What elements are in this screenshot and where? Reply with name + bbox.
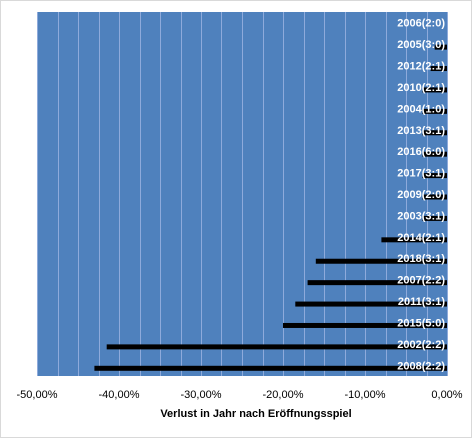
bar-label: 2013(3:1) — [397, 125, 445, 137]
bar-label: 2007(2:2) — [397, 275, 445, 287]
bar-label: 2008(2:2) — [397, 360, 445, 372]
x-tick-label: -20,00% — [263, 389, 304, 401]
bar-label: 2003(3:1) — [397, 210, 445, 222]
bar-label: 2006(2:0) — [397, 18, 445, 30]
bar — [434, 44, 447, 50]
bar-label: 2015(5:0) — [397, 317, 445, 329]
bar-label: 2011(3:1) — [398, 296, 445, 308]
bar — [422, 194, 447, 200]
bar — [422, 108, 447, 114]
bar-label: 2017(3:1) — [397, 168, 445, 180]
x-tick-label: -10,00% — [345, 389, 386, 401]
data-labels-group: 2006(2:0) 2005(3:0) 2012(2:1) 2010(2:1) 2004… — [397, 18, 445, 373]
bar — [106, 344, 447, 350]
bar-label: 2010(2:1) — [397, 82, 445, 94]
bar — [381, 237, 447, 243]
bar — [283, 322, 447, 328]
bar — [94, 365, 448, 371]
x-tick-label: -40,00% — [99, 389, 140, 401]
bar-label: 2018(3:1) — [397, 253, 445, 265]
bar-label: 2009(2:0) — [397, 189, 445, 201]
plot-area — [37, 12, 448, 376]
bar — [315, 258, 447, 264]
x-axis-title: Verlust in Jahr nach Eröffnungsspiel — [160, 408, 351, 420]
bar — [295, 301, 447, 307]
bar-label: 2014(2:1) — [397, 232, 445, 244]
bar — [422, 173, 447, 179]
bar — [430, 66, 447, 72]
bar-label: 2004(1:0) — [397, 103, 445, 115]
bar-label: 2005(3:0) — [397, 39, 445, 51]
bar — [307, 280, 447, 286]
bar-label: 2002(2:2) — [397, 339, 445, 351]
bar — [422, 215, 447, 221]
x-axis-tick-labels: -50,00% -40,00% -30,00% -20,00% -10,00% 0,00% — [17, 389, 463, 401]
bar-label: 2012(2:1) — [397, 61, 445, 73]
x-tick-label: -50,00% — [17, 389, 58, 401]
bar — [422, 130, 447, 136]
x-tick-label: -30,00% — [181, 389, 222, 401]
bar-label: 2016(6:0) — [397, 146, 445, 158]
bar — [422, 151, 447, 157]
bars-group — [94, 44, 448, 371]
bar — [422, 87, 447, 93]
x-tick-label: 0,00% — [431, 389, 462, 401]
